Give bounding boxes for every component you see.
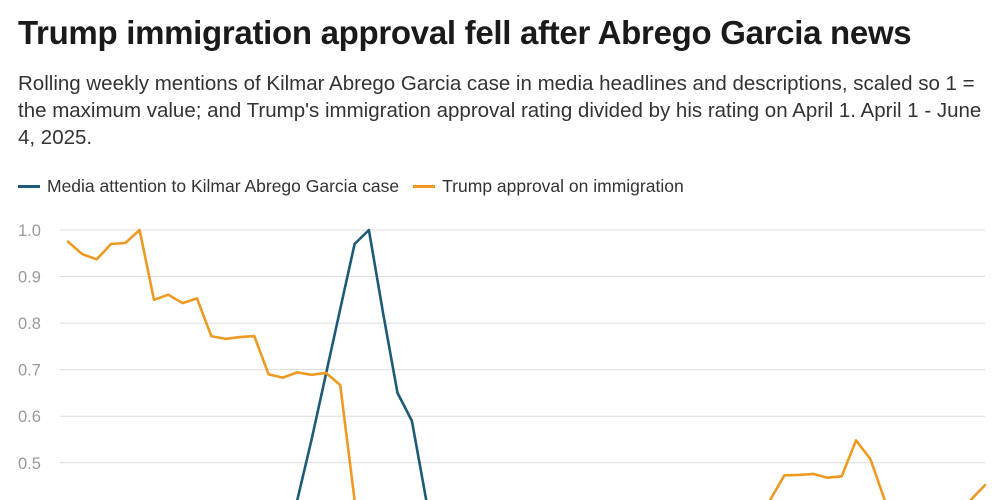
series-line-approval xyxy=(66,228,356,500)
chart-legend: Media attention to Kilmar Abrego Garcia … xyxy=(18,176,698,197)
y-axis-ticks: 1.0 0.9 0.8 0.7 0.6 0.5 xyxy=(18,222,41,473)
legend-label-media: Media attention to Kilmar Abrego Garcia … xyxy=(47,176,400,196)
series-line-media xyxy=(296,228,428,500)
chart-subtitle: Rolling weekly mentions of Kilmar Abrego… xyxy=(18,72,982,149)
y-tick-label: 0.5 xyxy=(18,455,41,473)
y-tick-label: 1.0 xyxy=(18,222,41,240)
legend-label-approval: Trump approval on immigration xyxy=(442,176,684,196)
legend-swatch-approval xyxy=(413,185,436,188)
chart-title: Trump immigration approval fell after Ab… xyxy=(18,14,912,51)
series-line-approval xyxy=(768,439,886,500)
legend-item-media: Media attention to Kilmar Abrego Garcia … xyxy=(18,176,399,197)
legend-item-approval: Trump approval on immigration xyxy=(413,176,684,197)
series-lines xyxy=(66,228,987,500)
y-tick-label: 0.6 xyxy=(18,408,41,426)
grid-lines xyxy=(60,229,985,464)
y-tick-label: 0.7 xyxy=(18,362,41,380)
y-tick-label: 0.8 xyxy=(18,315,41,333)
y-tick-label: 0.9 xyxy=(18,269,41,287)
series-line-approval xyxy=(969,483,987,500)
legend-swatch-media xyxy=(18,185,40,188)
